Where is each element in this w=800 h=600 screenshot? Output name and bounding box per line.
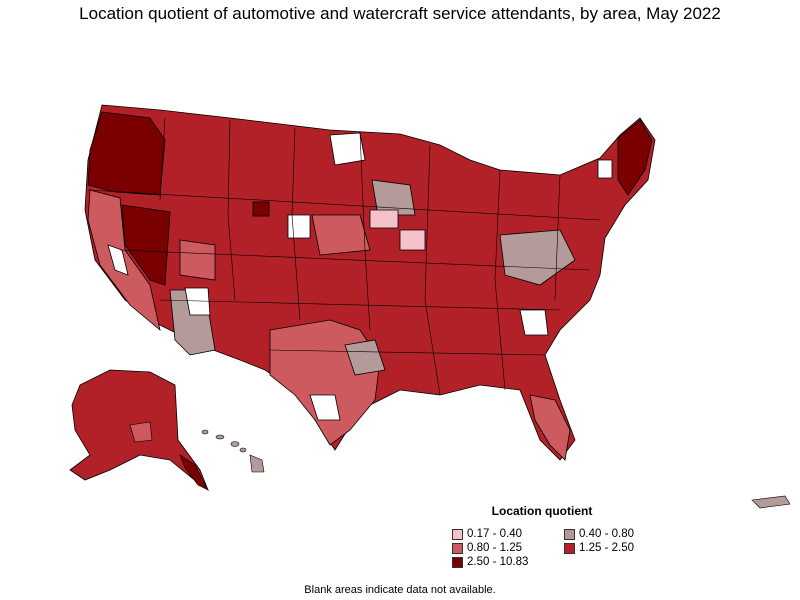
legend-label: 0.17 - 0.40	[467, 528, 522, 540]
region-florida	[529, 394, 571, 461]
footnote: Blank areas indicate data not available.	[304, 584, 496, 596]
alaska-panhandle-dark	[179, 454, 209, 491]
legend-swatch	[452, 556, 463, 568]
region-new-mexico-east	[344, 339, 386, 376]
legend-label: 0.40 - 0.80	[579, 528, 634, 540]
legend-label: 0.80 - 1.25	[467, 542, 522, 554]
blank-minnesota	[329, 132, 366, 166]
region-iowa-illinois	[371, 179, 416, 216]
legend-label: 2.50 - 10.83	[467, 556, 529, 568]
alaska-south-mid	[129, 421, 153, 443]
blank-arizona	[184, 287, 211, 316]
region-wyoming-spot	[252, 201, 270, 217]
legend-item-very-low: 0.17 - 0.40	[452, 528, 564, 540]
contiguous-us	[84, 104, 656, 461]
region-texas	[269, 319, 381, 446]
region-iowa-east	[399, 229, 426, 251]
legend-item-very-high: 2.50 - 10.83	[452, 556, 564, 568]
region-oregon	[87, 111, 166, 196]
state-borders	[87, 117, 601, 396]
legend-item-low: 0.40 - 0.80	[564, 528, 674, 540]
puerto-rico	[751, 495, 791, 509]
blank-carolinas	[519, 309, 549, 336]
region-nevada	[121, 204, 171, 286]
legend-swatch	[452, 542, 463, 554]
legend-item-mid: 0.80 - 1.25	[452, 542, 564, 554]
region-wisconsin-south	[369, 209, 399, 229]
legend-swatch	[564, 528, 575, 540]
legend-title: Location quotient	[491, 504, 593, 518]
blank-wyoming	[287, 214, 311, 239]
legend-swatch	[452, 528, 463, 540]
legend-item-high: 1.25 - 2.50	[564, 542, 674, 554]
legend-label: 1.25 - 2.50	[579, 542, 634, 554]
legend-swatch	[564, 542, 575, 554]
blank-vermont	[597, 159, 613, 179]
hawaii	[201, 429, 265, 473]
blank-california	[107, 244, 129, 276]
us-mainland	[84, 104, 656, 461]
region-new-england	[617, 119, 653, 196]
blank-texas-south	[309, 394, 341, 421]
region-idaho-oregon	[179, 239, 216, 281]
legend: Location quotient 0.17 - 0.40 0.40 - 0.8…	[452, 504, 702, 568]
map-title: Location quotient of automotive and wate…	[79, 4, 721, 23]
region-nebraska-kansas	[311, 214, 371, 256]
